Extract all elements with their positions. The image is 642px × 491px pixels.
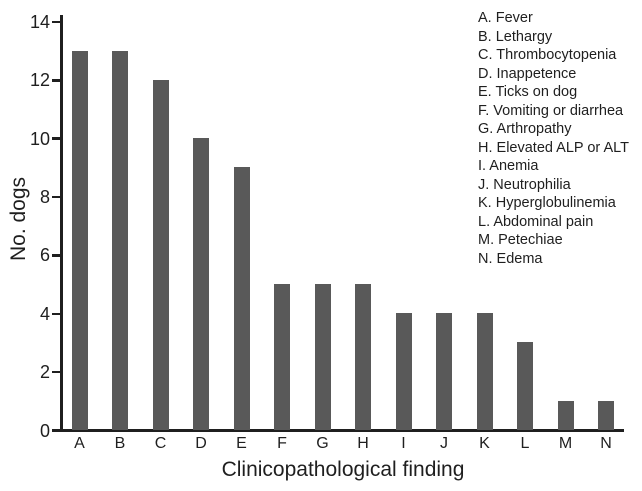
y-tick-mark xyxy=(52,137,61,140)
y-tick-label: 12 xyxy=(29,70,50,91)
y-tick-label: 8 xyxy=(39,187,50,208)
bar-J xyxy=(436,313,452,430)
y-tick-label: 4 xyxy=(39,303,50,324)
x-tick-label: E xyxy=(236,435,247,452)
bar-B xyxy=(112,50,128,430)
legend-item: D. Inappetence xyxy=(478,65,577,82)
legend-item: E. Ticks on dog xyxy=(478,84,578,100)
bar-N xyxy=(598,400,614,430)
y-tick-label: 10 xyxy=(29,128,50,149)
bar-C xyxy=(152,79,169,430)
legend-item: L. Abdominal pain xyxy=(478,213,594,230)
x-tick-label: J xyxy=(440,435,448,452)
x-tick-label: C xyxy=(154,435,167,452)
y-tick-label: 2 xyxy=(39,362,50,383)
bar-A xyxy=(71,50,88,430)
bar-H xyxy=(355,284,371,430)
y-tick-mark xyxy=(52,312,61,316)
x-axis-line xyxy=(52,429,624,432)
y-axis-title: No. dogs xyxy=(7,176,30,262)
bar-L xyxy=(517,342,533,430)
y-axis-line xyxy=(60,15,63,432)
x-tick-label: F xyxy=(277,435,287,452)
bar-E xyxy=(233,167,250,430)
y-tick-label: 0 xyxy=(39,420,50,441)
bar-F xyxy=(274,284,290,430)
x-tick-label: H xyxy=(357,435,369,452)
x-axis-title: Clinicopathological finding xyxy=(221,458,465,481)
y-tick-label: 6 xyxy=(39,245,50,266)
y-tick-mark xyxy=(52,20,61,24)
y-tick-mark xyxy=(52,370,61,374)
legend-item: H. Elevated ALP or ALT xyxy=(478,139,629,156)
x-tick-label: A xyxy=(74,435,85,452)
legend: A. Fever B. Lethargy C. Thrombocytopenia D.… xyxy=(478,9,629,268)
legend-item: J. Neutrophilia xyxy=(478,176,571,193)
y-tick-mark xyxy=(52,195,61,199)
legend-item: I. Anemia xyxy=(478,158,539,174)
legend-item: C. Thrombocytopenia xyxy=(478,47,617,63)
x-tick-label: K xyxy=(479,435,490,452)
legend-item: M. Petechiae xyxy=(478,232,563,248)
bar-M xyxy=(557,400,574,430)
x-tick-label: G xyxy=(316,435,329,452)
plot-area xyxy=(62,15,624,430)
x-tick-label: D xyxy=(195,435,207,452)
x-tick-label: M xyxy=(558,435,573,452)
legend-item: B. Lethargy xyxy=(478,28,553,45)
bar-I xyxy=(395,313,412,430)
x-tick-label: B xyxy=(114,435,126,452)
bar-K xyxy=(476,313,493,430)
bar-D xyxy=(193,138,209,430)
x-tick-label: N xyxy=(600,435,612,452)
legend-item: N. Edema xyxy=(478,250,543,267)
bar-G xyxy=(314,284,331,430)
y-tick-label: 14 xyxy=(29,11,50,32)
legend-item: G. Arthropathy xyxy=(478,121,572,137)
x-tick-label: L xyxy=(520,435,530,452)
legend-item: A. Fever xyxy=(478,10,533,26)
legend-item: K. Hyperglobulinemia xyxy=(478,195,616,211)
y-tick-mark xyxy=(52,79,61,82)
y-tick-mark xyxy=(52,254,61,257)
legend-item: F. Vomiting or diarrhea xyxy=(478,102,624,119)
x-tick-label: I xyxy=(401,435,406,452)
